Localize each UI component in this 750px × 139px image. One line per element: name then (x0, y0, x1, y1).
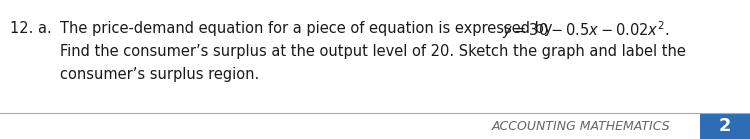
Text: $y=30-0.5x-0.02x^{2}.$: $y=30-0.5x-0.02x^{2}.$ (502, 19, 670, 41)
Text: 2: 2 (718, 117, 731, 135)
Bar (700, 113, 750, 139)
Text: 12. a.: 12. a. (10, 21, 52, 36)
Text: ACCOUNTING MATHEMATICS: ACCOUNTING MATHEMATICS (491, 120, 670, 132)
Text: The price-demand equation for a piece of equation is expressed by: The price-demand equation for a piece of… (60, 21, 557, 36)
Text: consumer’s surplus region.: consumer’s surplus region. (60, 67, 260, 82)
Text: Find the consumer’s surplus at the output level of 20. Sketch the graph and labe: Find the consumer’s surplus at the outpu… (60, 44, 686, 59)
